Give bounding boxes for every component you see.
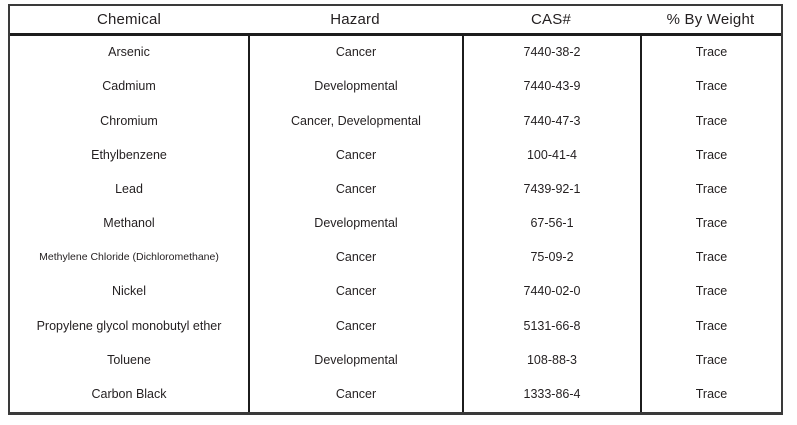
cell-cas: 7439-92-1 [462, 172, 640, 207]
cell-cas: 108-88-3 [462, 343, 640, 378]
table-row: Arsenic Cancer 7440-38-2 Trace [10, 36, 781, 71]
cell-weight: Trace [640, 377, 781, 412]
cell-hazard: Cancer [248, 377, 462, 412]
cell-chemical: Chromium [100, 113, 158, 128]
cell-cas: 7440-38-2 [462, 36, 640, 71]
cell-chemical: Lead [115, 181, 143, 196]
cell-chemical: Nickel [111, 284, 147, 299]
cell-chemical: Methanol [103, 216, 155, 231]
table-row: Ethylbenzene Cancer 100-41-4 Trace [10, 138, 781, 173]
table-row: Propylene glycol monobutyl ether Cancer … [10, 309, 781, 344]
cell-weight: Trace [640, 241, 781, 276]
cell-cas: 5131-66-8 [462, 309, 640, 344]
cell-hazard: Developmental [248, 343, 462, 378]
table-header-row: Chemical Hazard CAS# % By Weight [10, 6, 781, 36]
table-row: Lead Cancer 7439-92-1 Trace [10, 172, 781, 207]
table-row: Chromium Cancer, Developmental 7440-47-3… [10, 104, 781, 139]
cell-chemical: Ethylbenzene [91, 147, 167, 162]
column-header-cas: CAS# [531, 11, 571, 28]
chemical-hazard-table: Chemical Hazard CAS# % By Weight Arsenic… [8, 4, 783, 415]
cell-hazard: Cancer [248, 36, 462, 71]
table-row: Toluene Developmental 108-88-3 Trace [10, 343, 781, 378]
cell-weight: Trace [640, 309, 781, 344]
cell-hazard: Cancer [248, 172, 462, 207]
table-row: Carbon Black Cancer 1333-86-4 Trace [10, 377, 781, 412]
cell-hazard: Cancer, Developmental [248, 104, 462, 139]
cell-weight: Trace [640, 275, 781, 310]
cell-weight: Trace [640, 206, 781, 242]
cell-hazard: Developmental [248, 70, 462, 105]
cell-cas: 7440-02-0 [462, 275, 640, 310]
cell-weight: Trace [640, 343, 781, 378]
cell-weight: Trace [640, 138, 781, 173]
cell-chemical: Toluene [107, 352, 151, 367]
cell-chemical: Propylene glycol monobutyl ether [36, 318, 222, 333]
cell-cas: 67-56-1 [462, 206, 640, 242]
cell-hazard: Cancer [248, 241, 462, 276]
column-header-weight: % By Weight [666, 11, 755, 28]
cell-cas: 7440-47-3 [462, 104, 640, 139]
cell-chemical: Cadmium [102, 79, 156, 94]
table-row: Cadmium Developmental 7440-43-9 Trace [10, 70, 781, 105]
cell-cas: 100-41-4 [462, 138, 640, 173]
cell-chemical: Arsenic [108, 45, 150, 60]
cell-weight: Trace [640, 104, 781, 139]
cell-hazard: Cancer [248, 138, 462, 173]
cell-cas: 7440-43-9 [462, 70, 640, 105]
cell-weight: Trace [640, 70, 781, 105]
table-row: Nickel Cancer 7440-02-0 Trace [10, 275, 781, 310]
table-body: Arsenic Cancer 7440-38-2 Trace Cadmium D… [10, 36, 781, 412]
cell-weight: Trace [640, 172, 781, 207]
table-row: Methanol Developmental 67-56-1 Trace [10, 206, 781, 242]
cell-hazard: Developmental [248, 206, 462, 242]
column-header-chemical: Chemical [96, 11, 162, 28]
cell-weight: Trace [640, 36, 781, 71]
cell-cas: 75-09-2 [462, 241, 640, 276]
cell-hazard: Cancer [248, 309, 462, 344]
column-header-hazard: Hazard [330, 11, 380, 28]
table-row: Methylene Chloride (Dichloromethane) Can… [10, 241, 781, 276]
cell-chemical: Carbon Black [91, 387, 167, 402]
cell-chemical: Methylene Chloride (Dichloromethane) [39, 251, 219, 264]
cell-cas: 1333-86-4 [462, 377, 640, 412]
cell-hazard: Cancer [248, 275, 462, 310]
